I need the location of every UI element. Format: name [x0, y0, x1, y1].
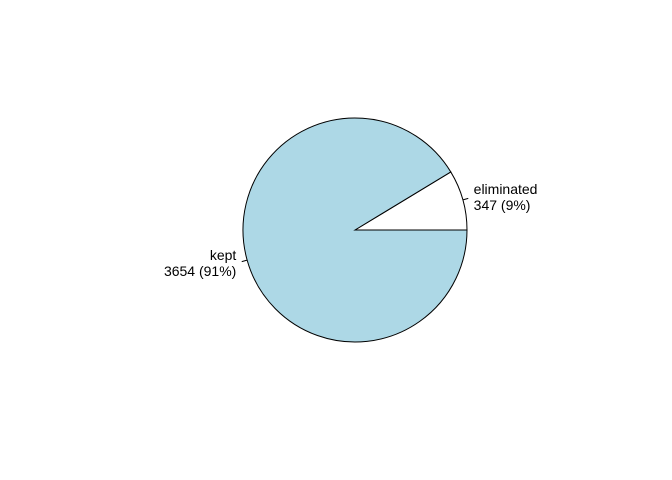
- slice-category-kept: kept: [210, 247, 237, 263]
- slice-category-eliminated: eliminated: [474, 181, 538, 197]
- pie-slice-kept: [242, 117, 468, 343]
- leader-line-kept: [241, 259, 248, 263]
- slice-value-kept: 3654 (91%): [164, 263, 236, 279]
- leader-line-eliminated: [462, 197, 469, 201]
- slice-labels: eliminated 347 (9%) kept 3654 (91%): [164, 181, 538, 279]
- slice-value-eliminated: 347 (9%): [474, 197, 531, 213]
- pie-slices: [242, 117, 468, 343]
- slice-label-eliminated: eliminated 347 (9%): [474, 181, 538, 213]
- leader-lines: [241, 197, 469, 263]
- slice-label-kept: kept 3654 (91%): [164, 247, 236, 279]
